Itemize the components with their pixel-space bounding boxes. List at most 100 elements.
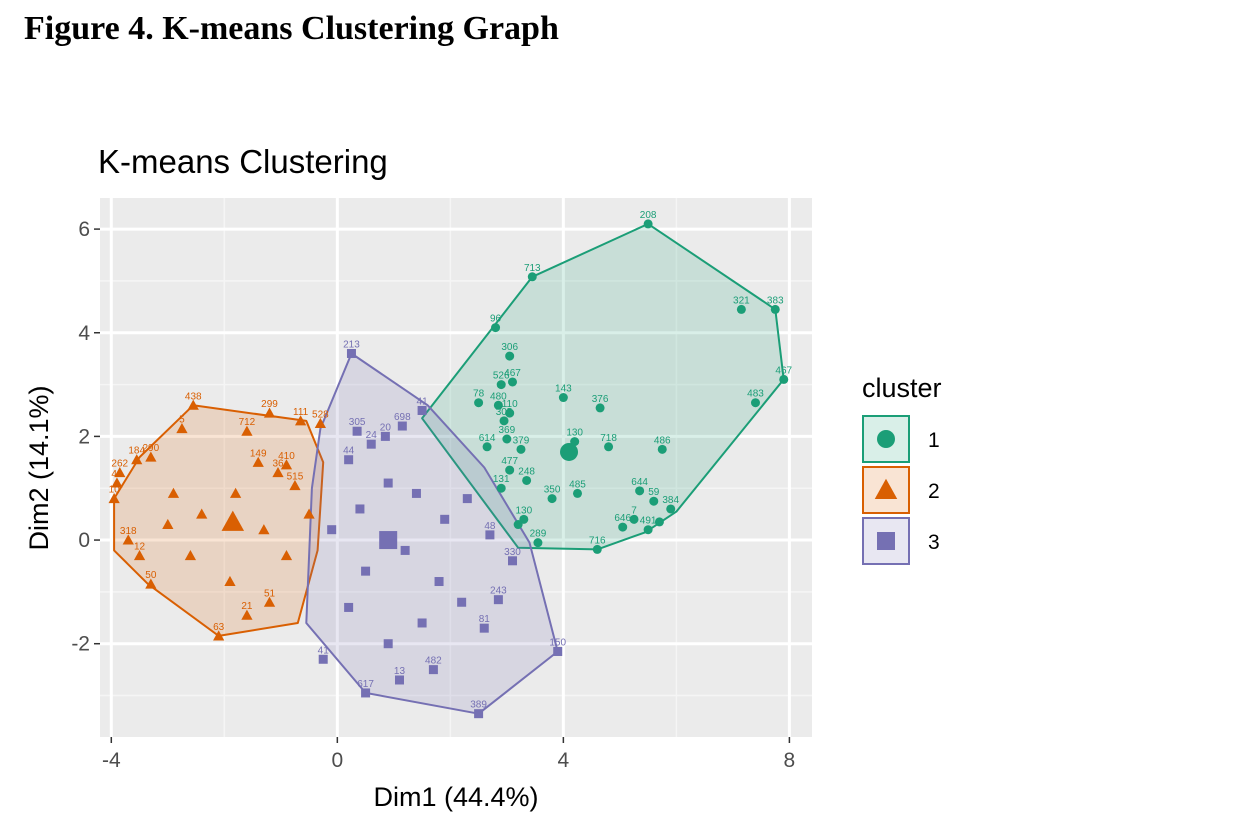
cluster-3-point	[344, 602, 354, 612]
cluster-2-point-label: 51	[264, 588, 276, 599]
cluster-2-point	[122, 534, 134, 545]
cluster-3-point	[485, 530, 495, 540]
cluster-3-point	[383, 478, 393, 488]
cluster-3-point-label: 48	[484, 521, 496, 532]
cluster-3-point	[508, 556, 518, 566]
cluster-1-point-label: 491	[640, 516, 657, 527]
cluster-2-point	[229, 487, 242, 498]
cluster-3-point	[462, 494, 472, 504]
cluster-3-point	[380, 431, 390, 441]
cluster-2-point-label: 290	[143, 443, 160, 454]
cluster-3-point	[346, 348, 356, 358]
cluster-1-point-label: 467	[504, 368, 521, 379]
cluster-1-point	[522, 475, 532, 485]
cluster-1-point-label: 305	[496, 407, 513, 418]
cluster-1-point-label: 384	[662, 495, 679, 506]
cluster-1-point	[493, 400, 503, 410]
cluster-3-point	[383, 639, 393, 649]
x-tick-label: 8	[784, 749, 796, 772]
cluster-1-point-label: 644	[631, 477, 648, 488]
cluster-1-point	[643, 219, 653, 229]
cluster-3-point	[474, 709, 484, 719]
x-tick-label: -4	[102, 749, 121, 772]
cluster-2-point	[263, 596, 276, 607]
y-tick-label: 6	[78, 218, 90, 241]
cluster-3-point	[344, 455, 354, 465]
cluster-2-point-label: 5	[179, 415, 185, 426]
cluster-2-point	[184, 549, 197, 561]
cluster-2-point-label: 63	[213, 622, 225, 633]
cluster-2-point	[111, 477, 123, 488]
cluster-1-point	[595, 403, 605, 413]
legend-title: cluster	[862, 373, 942, 403]
cluster-2-point	[133, 549, 146, 561]
cluster-2-point-label: 712	[239, 417, 256, 428]
legend-key-2-symbol	[874, 478, 898, 499]
cluster-1-point-label: 131	[493, 474, 510, 485]
gridlines	[100, 198, 812, 737]
cluster-1-point	[629, 514, 639, 524]
cluster-2-point	[241, 425, 253, 436]
cluster-1-point	[657, 444, 667, 454]
cluster-1-point	[649, 496, 659, 506]
cluster-2-point-label: 111	[293, 407, 309, 418]
cluster-1-point-label: 208	[640, 210, 657, 221]
x-tick-label: 0	[331, 749, 343, 772]
cluster-2-point	[314, 417, 327, 428]
cluster-3-point	[366, 439, 376, 449]
cluster-3-point-label: 41	[417, 396, 429, 407]
cluster-1-point	[618, 522, 628, 532]
cluster-2-point-label: 318	[120, 526, 137, 537]
cluster-1-point-label: 614	[479, 433, 496, 444]
y-tick-label: -2	[71, 633, 90, 656]
cluster-1-point-label: 248	[518, 466, 535, 477]
cluster-3-point	[352, 426, 362, 436]
cluster-2-point-label: 21	[241, 601, 253, 612]
legend-key-3-symbol	[877, 532, 895, 550]
cluster-2-point	[303, 508, 315, 519]
cluster-1-point	[572, 488, 582, 498]
cluster-3-point	[394, 675, 404, 685]
cluster-3-point	[327, 525, 337, 535]
cluster-2-point-label: 12	[134, 542, 146, 553]
y-axis-title: Dim2 (14.1%)	[24, 385, 54, 550]
cluster-1-point	[491, 323, 501, 333]
cluster-3-point-label: 44	[343, 446, 355, 457]
cluster-2-point	[272, 467, 284, 478]
cluster-2-point-label: 410	[278, 451, 295, 462]
cluster-1-point	[654, 517, 664, 527]
cluster-1-point	[496, 483, 506, 493]
cluster-3-point	[493, 595, 503, 605]
cluster-2-point-label: 515	[287, 472, 304, 483]
cluster-1-point-label: 486	[654, 435, 671, 446]
legend-label-3: 3	[928, 531, 940, 554]
cluster-2-point	[167, 487, 180, 498]
cluster-1-point-label: 78	[473, 389, 485, 400]
cluster-3-point-label: 243	[490, 586, 507, 597]
cluster-3-point	[428, 665, 438, 675]
cluster-2-point	[176, 423, 188, 434]
cluster-1-point-label: 716	[589, 535, 606, 546]
cluster-1-point	[513, 520, 523, 530]
cluster-1-point	[770, 304, 780, 314]
cluster-1-point	[502, 434, 512, 444]
cluster-2-point	[294, 415, 307, 426]
cluster-3-point	[457, 597, 467, 607]
cluster-3-point	[440, 514, 450, 524]
cluster-3-point	[411, 488, 421, 498]
cluster-1-point	[527, 272, 537, 282]
cluster-2-point-label: 149	[250, 448, 267, 459]
cluster-2-point	[263, 407, 276, 418]
cluster-3-point-label: 20	[380, 422, 392, 433]
cluster-3-center	[379, 531, 398, 550]
cluster-1-point-label: 7	[631, 505, 637, 516]
cluster-2-point	[252, 456, 264, 467]
cluster-1-point	[635, 486, 645, 496]
cluster-1-point-label: 480	[490, 391, 507, 402]
cluster-1-point-label: 59	[648, 487, 660, 498]
cluster-3-point	[355, 504, 365, 514]
cluster-2-point	[145, 451, 157, 462]
cluster-1-center	[560, 442, 579, 461]
cluster-3-point	[318, 654, 328, 664]
